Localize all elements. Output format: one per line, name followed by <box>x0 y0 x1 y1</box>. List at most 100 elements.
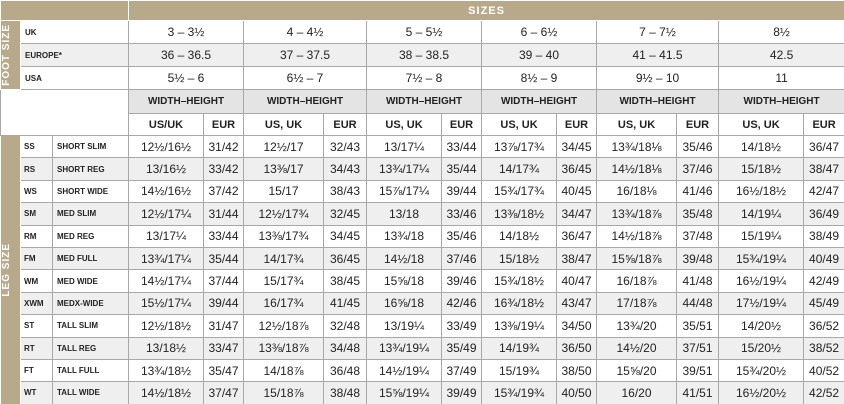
leg-size-value: 40/45 <box>556 179 598 204</box>
leg-size-value: 31/44 <box>203 202 245 226</box>
foot-size-value: 42.5 <box>718 43 844 67</box>
leg-size-value: 34/43 <box>323 157 368 181</box>
leg-size-value: 36/45 <box>323 246 368 271</box>
leg-size-value: 13⅜/17 <box>243 157 325 181</box>
leg-code: WT <box>20 381 53 404</box>
foot-size-value: 6½ – 7 <box>243 66 368 90</box>
leg-size-value: 40/49 <box>803 246 844 271</box>
section-label: LEG SIZE <box>1 243 13 297</box>
leg-size-value: 38/50 <box>556 358 598 383</box>
leg-size-value: 35/46 <box>441 224 483 248</box>
leg-size-value: 15¾/19¼ <box>718 246 805 271</box>
column-header: US, UK <box>243 113 325 136</box>
leg-size-value: 34/48 <box>323 336 368 360</box>
column-header: US, UK <box>596 113 678 136</box>
leg-code: SS <box>20 134 53 159</box>
foot-size-value: 7½ – 8 <box>366 66 483 90</box>
leg-size-value: 13¾/17¼ <box>128 246 205 271</box>
leg-size-label: LEG SIZE <box>0 135 21 404</box>
foot-size-value: 6 – 6½ <box>481 20 598 44</box>
leg-size-value: 37/51 <box>676 336 720 360</box>
leg-size-value: 12½/17 <box>243 134 325 159</box>
leg-size-value: 15/18⅞ <box>243 381 325 404</box>
leg-name: TALL SLIM <box>51 314 130 338</box>
leg-size-value: 15⅝/19¼ <box>366 381 443 404</box>
leg-size-value: 13⅜/17¾ <box>243 224 325 248</box>
leg-size-value: 33/42 <box>203 157 245 181</box>
foot-size-value: 41 – 41.5 <box>596 43 720 67</box>
leg-size-value: 15/19¾ <box>481 358 558 383</box>
leg-size-value: 14½/17¼ <box>128 269 205 293</box>
leg-size-value: 35/49 <box>441 336 483 360</box>
section-label: FOOT SIZE <box>1 24 13 86</box>
table-row: WS SHORT WIDE 14½/16½ 37/42 15/17 38/43 15⅞/17… <box>1 179 844 204</box>
leg-size-value: 14/18½ <box>718 134 805 159</box>
leg-size-value: 15/17¾ <box>243 269 325 293</box>
table-row: WIDTH–HEIGHT WIDTH–HEIGHT WIDTH–HEIGHT WIDT… <box>0 89 844 136</box>
table-row: SIZES <box>0 0 844 21</box>
leg-size-value: 13/18 <box>366 202 443 226</box>
leg-code: ST <box>20 314 53 338</box>
foot-size-value: 3 – 3½ <box>128 20 245 44</box>
leg-size-value: 15⅞/17¼ <box>366 179 443 204</box>
table-row: RT TALL REG 13/18½ 33/47 13⅜/18⅞ 34/48 13¾/19¼… <box>1 336 844 360</box>
leg-size-value: 13¾/20 <box>596 314 678 338</box>
leg-size-value: 16/18⅞ <box>596 269 678 293</box>
leg-size-value: 14/19¾ <box>481 336 558 360</box>
leg-name: MED REG <box>51 224 130 248</box>
foot-size-value: 5 – 5½ <box>366 20 483 44</box>
leg-size-value: 39/48 <box>676 246 720 271</box>
foot-size-value: 8½ <box>718 20 844 44</box>
column-header: EUR <box>676 113 720 136</box>
leg-name: MEDX-WIDE <box>51 291 130 316</box>
group-header: WIDTH–HEIGHT <box>481 89 598 114</box>
leg-size-value: 39/51 <box>676 358 720 383</box>
leg-size-value: 33/49 <box>441 314 483 338</box>
leg-size-value: 15⅝/18 <box>366 269 443 293</box>
leg-size-value: 13¾/17¼ <box>366 157 443 181</box>
leg-name: TALL WIDE <box>51 381 130 404</box>
leg-size-value: 33/44 <box>203 224 245 248</box>
leg-size-value: 13/16½ <box>128 157 205 181</box>
table-row: WT TALL WIDE 14½/18½ 37/47 15/18⅞ 38/48 15⅝/19… <box>1 381 844 404</box>
leg-size-value: 33/47 <box>203 336 245 360</box>
leg-size-value: 39/46 <box>441 269 483 293</box>
leg-size-value: 39/44 <box>441 179 483 204</box>
leg-size-value: 39/44 <box>203 291 245 316</box>
leg-size-value: 14½/18 <box>366 246 443 271</box>
leg-code: WS <box>20 179 53 204</box>
leg-size-value: 14/19¼ <box>718 202 805 226</box>
column-header: EUR <box>323 113 368 136</box>
leg-size-value: 13⅜/18½ <box>481 202 558 226</box>
column-header: US, UK <box>718 113 805 136</box>
foot-size-label: FOOT SIZE <box>0 20 21 90</box>
table-row: RS SHORT REG 13/16½ 33/42 13⅜/17 34/43 13¾/17¼… <box>1 157 844 181</box>
table-title: SIZES <box>128 0 844 21</box>
leg-size-value: 15/20½ <box>718 336 805 360</box>
leg-size-value: 36/50 <box>556 336 598 360</box>
leg-size-value: 14/18½ <box>481 224 558 248</box>
table-row: XWM MEDX-WIDE 15½/17¼ 39/44 16/17¾ 41/45 16⅝/1… <box>1 291 844 316</box>
leg-size-value: 15¾/20½ <box>718 358 805 383</box>
leg-size-value: 12½/16½ <box>128 134 205 159</box>
leg-size-value: 42/46 <box>441 291 483 316</box>
leg-size-value: 15/17 <box>243 179 325 204</box>
leg-size-value: 31/47 <box>203 314 245 338</box>
leg-size-value: 37/42 <box>203 179 245 204</box>
leg-size-value: 13/19¼ <box>366 314 443 338</box>
table-row: FT TALL FULL 13¾/18½ 35/47 14/18⅞ 36/48 14½/19… <box>1 358 844 383</box>
leg-size-value: 38/43 <box>323 179 368 204</box>
table-row: ST TALL SLIM 12½/18½ 31/47 12½/18⅞ 32/48 13/19… <box>1 314 844 338</box>
foot-size-value: 37 – 37.5 <box>243 43 368 67</box>
leg-size-value: 13⅜/18⅞ <box>243 336 325 360</box>
group-header: WIDTH–HEIGHT <box>128 89 245 114</box>
foot-size-value: 8½ – 9 <box>481 66 598 90</box>
leg-size-value: 45/49 <box>803 291 844 316</box>
leg-size-value: 42/47 <box>803 179 844 204</box>
foot-size-value: 7 – 7½ <box>596 20 720 44</box>
leg-name: SHORT REG <box>51 157 130 181</box>
leg-size-value: 13¾/18 <box>366 224 443 248</box>
leg-name: TALL REG <box>51 336 130 360</box>
leg-size-value: 16/20 <box>596 381 678 404</box>
